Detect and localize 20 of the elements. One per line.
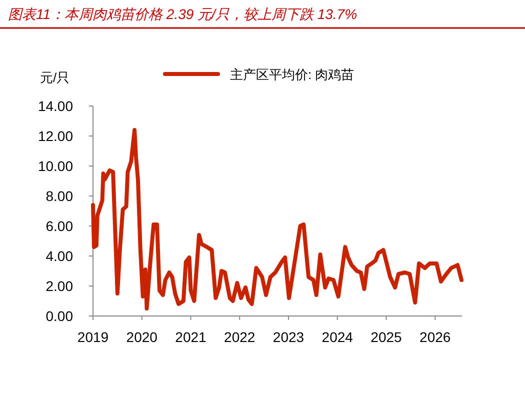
y-tick-label: 10.00 (38, 158, 74, 174)
y-tick-label: 0.00 (46, 308, 74, 324)
x-tick-label: 2022 (224, 329, 256, 345)
x-tick-label: 2025 (370, 329, 402, 345)
x-tick-label: 2024 (322, 329, 354, 345)
x-tick-label: 2026 (420, 329, 451, 345)
y-tick-label: 8.00 (46, 188, 74, 204)
chart-title: 图表11：本周肉鸡苗价格 2.39 元/只，较上周下跌 13.7% (8, 6, 358, 22)
x-tick-label: 2019 (77, 329, 109, 345)
legend-label: 主产区平均价: 肉鸡苗 (230, 67, 354, 82)
y-tick-label: 12.00 (38, 128, 74, 144)
x-tick-label: 2023 (272, 329, 304, 345)
y-tick-label: 4.00 (46, 248, 74, 264)
line-series (91, 128, 464, 310)
y-axis-title: 元/只 (40, 70, 70, 85)
x-tick-label: 2020 (126, 329, 158, 345)
y-tick-label: 2.00 (46, 278, 74, 294)
y-tick-label: 6.00 (46, 218, 74, 234)
x-tick-label: 2021 (175, 329, 207, 345)
y-tick-label: 14.00 (38, 98, 74, 114)
